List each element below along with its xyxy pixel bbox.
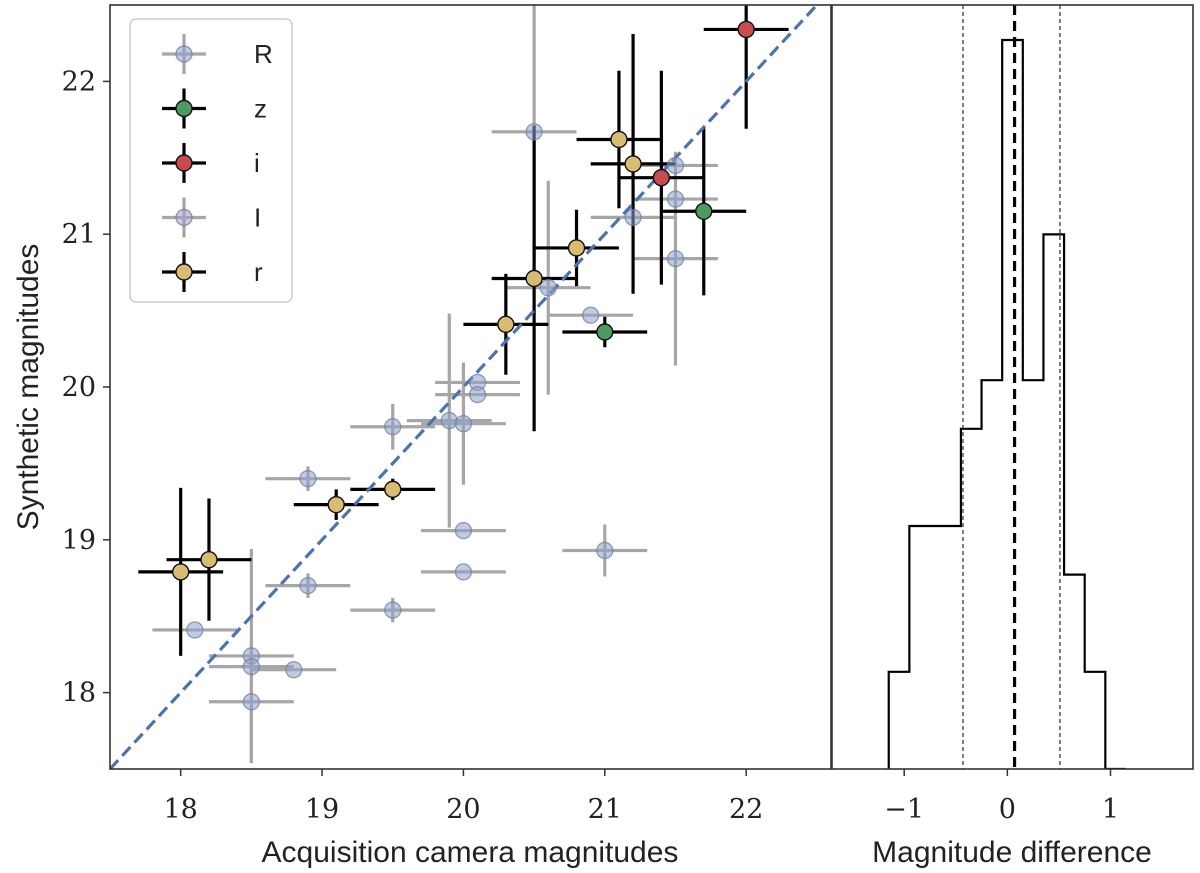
one-to-one-line	[110, 5, 819, 769]
y-tick-label: 21	[62, 219, 96, 250]
y-tick-label: 18	[62, 678, 96, 709]
histogram-frame	[831, 4, 1194, 770]
data-point-R	[242, 693, 261, 711]
data-point-R	[666, 249, 685, 268]
data-point-r	[497, 315, 515, 334]
legend-box	[129, 18, 293, 303]
data-point-R	[186, 621, 204, 639]
histogram-step-outline	[887, 38, 1126, 769]
data-point-z	[596, 323, 614, 341]
data-point-R	[624, 208, 642, 227]
histogram-panel: −1 0 1 Magnitude difference	[831, 4, 1194, 869]
legend-label-i: i	[254, 148, 260, 178]
hist-x-tick-label: 0	[999, 794, 1016, 825]
histogram-x-axis-label: Magnitude difference	[872, 836, 1152, 869]
data-point-R	[299, 576, 317, 595]
data-point-R	[454, 521, 473, 540]
data-point-R	[384, 601, 402, 619]
hist-x-tick-label: 1	[1102, 794, 1119, 825]
x-axis-ticks: 18 19 20 21 22	[164, 769, 763, 825]
data-point-R	[581, 306, 600, 324]
x-tick-label: 18	[164, 794, 198, 825]
data-point-r	[525, 269, 543, 288]
data-point-R	[596, 541, 614, 560]
histogram-x-axis-ticks: −1 0 1	[884, 769, 1119, 825]
x-tick-label: 22	[729, 794, 763, 825]
data-point-r	[384, 480, 402, 499]
x-tick-label: 20	[446, 794, 480, 825]
data-point-r	[567, 239, 586, 257]
data-point-r	[327, 495, 345, 514]
y-axis-ticks: 18 19 20 21 22	[62, 66, 110, 709]
legend-marker-R	[175, 45, 193, 63]
data-point-i	[652, 168, 671, 187]
legend-marker-r	[175, 263, 193, 281]
legend-marker-z	[175, 99, 193, 118]
x-tick-label: 21	[588, 794, 622, 825]
data-point-r	[171, 563, 190, 581]
data-point-R	[242, 657, 261, 676]
y-axis-label: Synthetic magnitudes	[12, 244, 45, 531]
data-point-i	[737, 20, 755, 39]
data-point-R	[539, 278, 557, 297]
data-point-R	[666, 156, 685, 175]
data-point-R	[440, 411, 458, 430]
legend-marker-I	[175, 208, 193, 227]
y-tick-label: 22	[62, 66, 96, 97]
data-point-R	[468, 385, 487, 404]
data-point-R	[384, 418, 402, 436]
legend-marker-i	[175, 154, 193, 172]
x-tick-label: 19	[305, 794, 339, 825]
data-point-z	[695, 202, 713, 220]
data-point-R	[454, 563, 473, 581]
data-point-r	[610, 130, 628, 149]
x-axis-label: Acquisition camera magnitudes	[262, 836, 679, 869]
data-point-R	[666, 190, 685, 208]
hist-x-tick-label: −1	[884, 794, 924, 825]
data-points	[171, 20, 755, 711]
data-point-r	[200, 550, 218, 569]
data-point-R	[285, 660, 303, 679]
legend-label-r: r	[254, 257, 263, 287]
y-tick-label: 20	[62, 372, 96, 403]
legend-label-R: R	[254, 39, 273, 69]
y-tick-label: 19	[62, 525, 96, 556]
legend-label-I: I	[254, 203, 261, 233]
data-point-R	[454, 414, 473, 433]
data-point-R	[299, 469, 317, 488]
legend-label-z: z	[254, 94, 267, 124]
data-point-R	[525, 123, 543, 141]
data-point-r	[624, 155, 642, 173]
